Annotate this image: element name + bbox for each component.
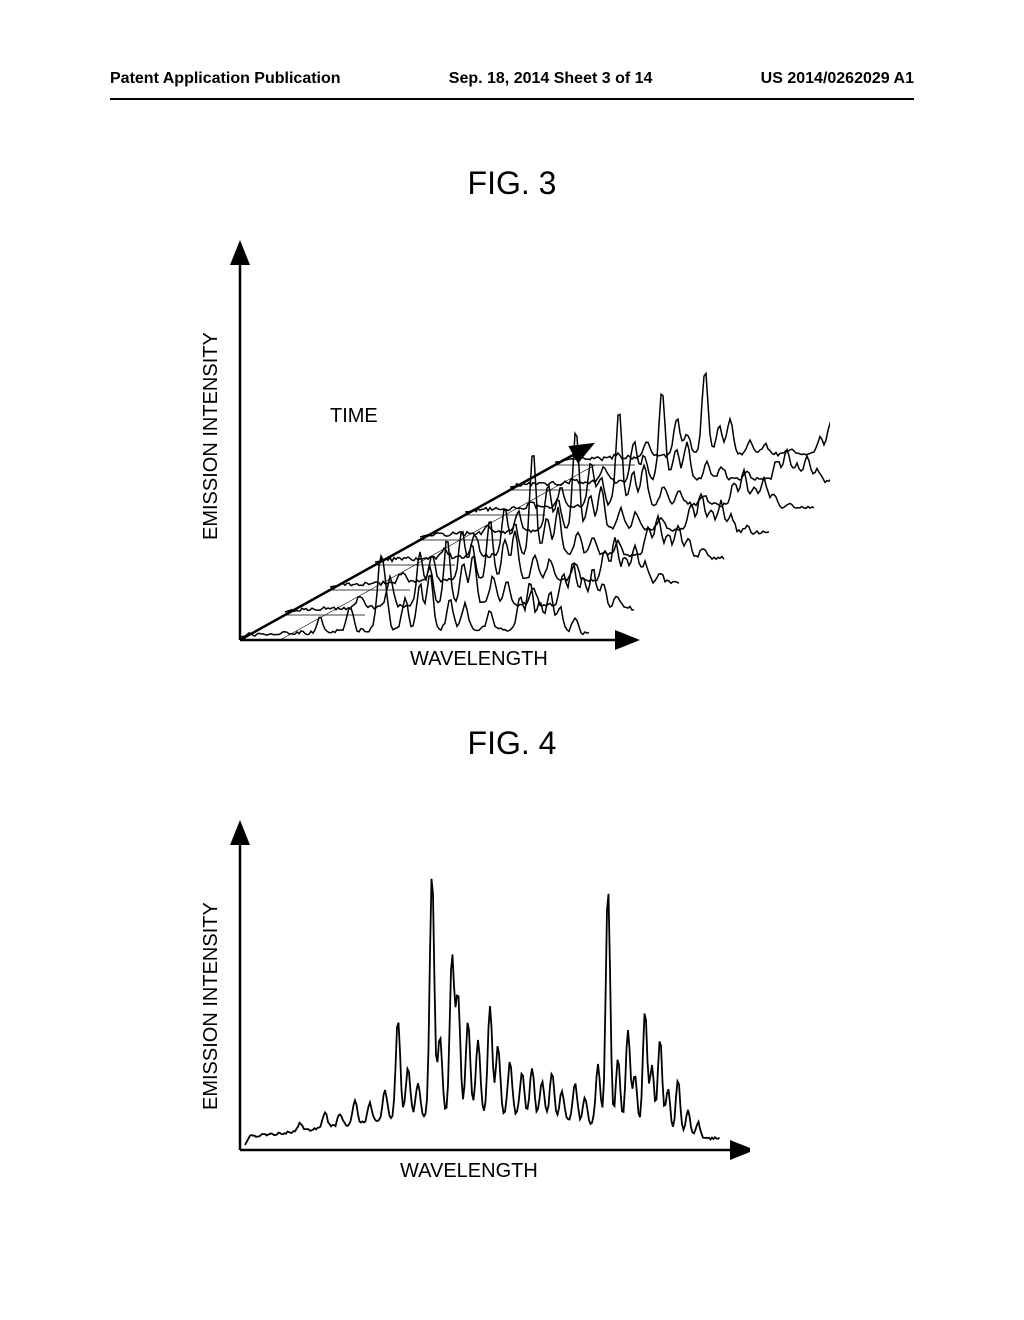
fig3-chart: EMISSION INTENSITY WAVELENGTH TIME	[210, 240, 830, 670]
fig3-title: FIG. 3	[0, 165, 1024, 202]
fig3-x-axis-label: WAVELENGTH	[410, 648, 548, 671]
fig3-z-axis-label: TIME	[330, 405, 378, 428]
fig4-y-axis-label: EMISSION INTENSITY	[200, 902, 223, 1110]
fig4-svg	[210, 820, 750, 1190]
fig3-y-axis-label: EMISSION INTENSITY	[200, 332, 223, 540]
header-divider	[110, 98, 914, 100]
fig4-chart: EMISSION INTENSITY WAVELENGTH	[210, 820, 750, 1190]
page-header: Patent Application Publication Sep. 18, …	[0, 70, 1024, 88]
fig3-svg	[210, 240, 830, 670]
fig4-x-axis-label: WAVELENGTH	[400, 1160, 538, 1183]
header-center: Sep. 18, 2014 Sheet 3 of 14	[449, 70, 653, 88]
fig4-title: FIG. 4	[0, 725, 1024, 762]
header-left: Patent Application Publication	[110, 70, 341, 88]
header-right: US 2014/0262029 A1	[761, 70, 914, 88]
